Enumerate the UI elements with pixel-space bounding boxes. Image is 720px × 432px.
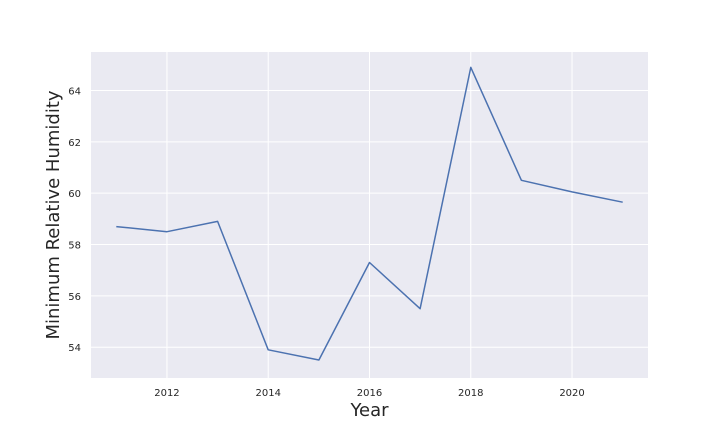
x-tick-label: 2018	[458, 388, 483, 399]
y-tick-label: 56	[68, 292, 81, 303]
x-tick-label: 2016	[357, 388, 382, 399]
y-tick-label: 54	[68, 343, 81, 354]
y-tick-label: 58	[68, 241, 81, 252]
grid	[91, 52, 648, 378]
x-tick-label: 2012	[154, 388, 179, 399]
y-tick-label: 64	[68, 87, 81, 98]
x-tick-label: 2014	[256, 388, 281, 399]
x-axis-label: Year	[349, 400, 389, 421]
tick-layer: 2012 2014 2016 2018 2020 54 56 58 60 62 64	[68, 87, 585, 399]
x-tick-label: 2020	[559, 388, 584, 399]
y-tick-label: 60	[68, 189, 81, 200]
y-tick-label: 62	[68, 138, 81, 149]
y-axis-label: Minimum Relative Humidity	[43, 90, 64, 339]
series-layer	[116, 66, 623, 361]
